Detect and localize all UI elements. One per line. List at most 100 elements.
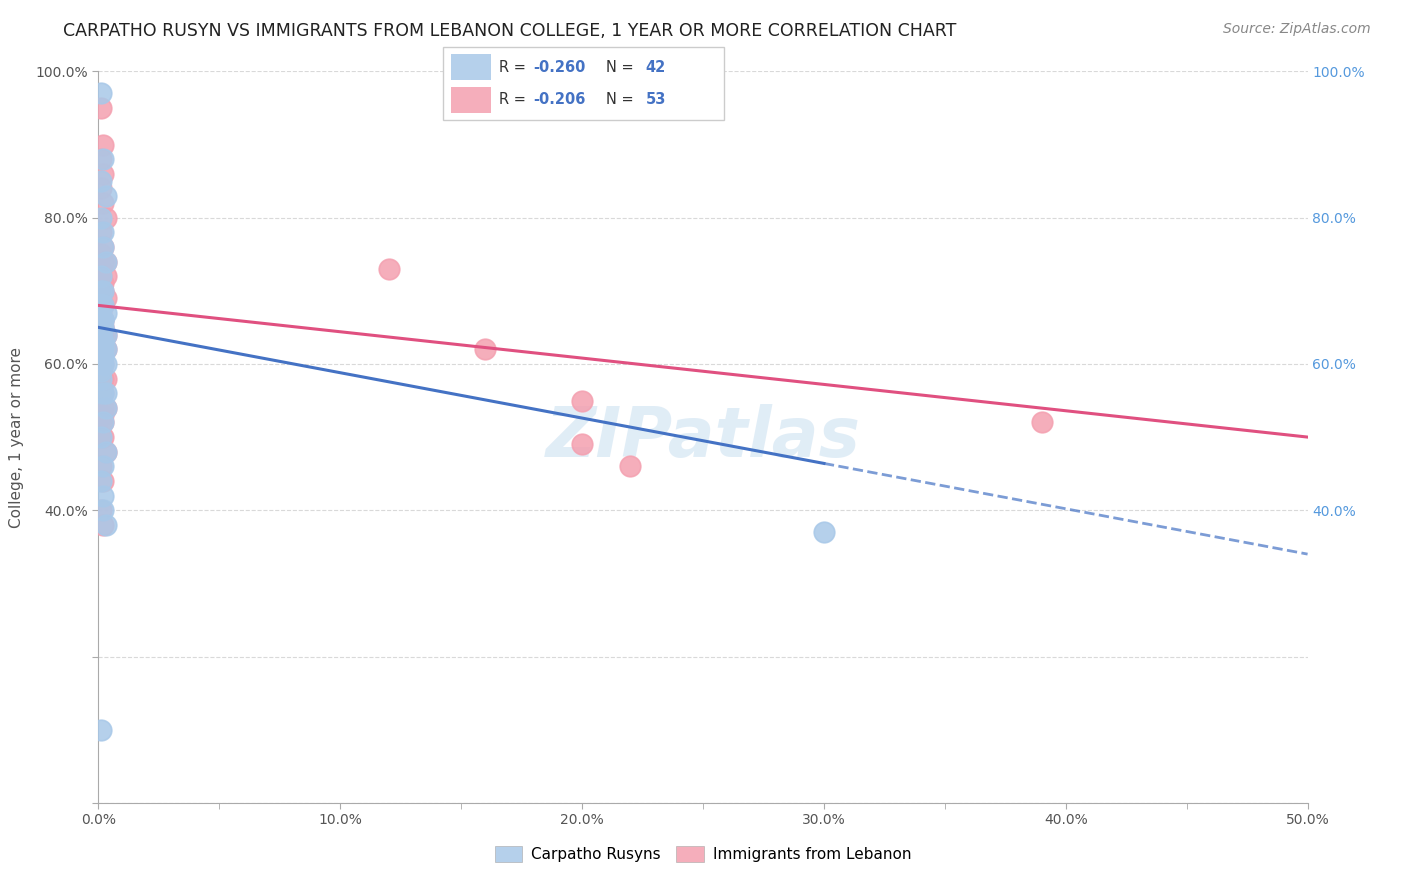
Point [90,723,112,737]
Point [91,430,114,444]
Point [91,320,114,334]
Point [94,401,117,415]
Point [90,313,112,327]
Point [90,87,112,101]
Text: Source: ZipAtlas.com: Source: ZipAtlas.com [1223,22,1371,37]
Text: R =: R = [499,60,530,75]
Point [90,364,112,378]
Point [90,211,112,225]
Point [90,247,112,261]
Point [90,101,112,115]
Point [94,357,117,371]
Point [91,225,114,239]
Point [91,489,114,503]
Point [90,416,112,430]
Point [91,277,114,291]
Point [91,284,114,298]
Point [94,327,117,342]
Point [90,298,112,312]
Point [91,313,114,327]
Point [91,401,114,415]
Point [91,371,114,385]
Point [91,327,114,342]
Point [94,254,117,268]
Point [91,408,114,422]
Point [90,269,112,284]
Point [91,298,114,312]
Point [90,284,112,298]
Point [90,174,112,188]
Point [91,240,114,254]
Point [90,343,112,357]
Point [94,444,117,458]
Bar [451,54,491,80]
Legend: Carpatho Rusyns, Immigrants from Lebanon: Carpatho Rusyns, Immigrants from Lebanon [488,840,918,868]
Point [91,386,114,401]
Point [94,343,117,357]
Point [94,211,117,225]
Point [91,313,114,327]
Point [91,152,114,166]
Point [1031,416,1053,430]
Point [91,386,114,401]
Point [90,474,112,488]
Point [474,343,496,357]
Point [90,459,112,474]
Point [91,350,114,364]
Point [94,306,117,320]
Point [571,393,593,408]
Point [91,357,114,371]
Point [90,503,112,517]
Text: 42: 42 [645,60,665,75]
Text: N =: N = [606,60,638,75]
Point [91,459,114,474]
Text: -0.206: -0.206 [533,93,585,107]
Point [94,291,117,305]
Point [91,167,114,181]
Point [94,444,117,458]
Point [90,430,112,444]
Point [90,327,112,342]
Point [571,437,593,451]
Point [90,327,112,342]
Point [619,459,641,474]
Point [90,261,112,276]
Point [90,152,112,166]
Point [90,284,112,298]
Point [94,371,117,385]
Point [90,430,112,444]
Point [91,503,114,517]
Point [91,357,114,371]
Text: CARPATHO RUSYN VS IMMIGRANTS FROM LEBANON COLLEGE, 1 YEAR OR MORE CORRELATION CH: CARPATHO RUSYN VS IMMIGRANTS FROM LEBANO… [63,22,956,40]
Point [94,269,117,284]
Text: N =: N = [606,93,638,107]
Point [90,357,112,371]
Point [90,181,112,195]
Point [91,313,114,327]
Point [94,254,117,268]
Text: -0.260: -0.260 [533,60,585,75]
Point [90,371,112,385]
Point [94,327,117,342]
Point [94,386,117,401]
Point [91,284,114,298]
Point [90,225,112,239]
Point [90,386,112,401]
Bar [451,87,491,113]
Text: R =: R = [499,93,530,107]
Point [94,343,117,357]
Point [90,343,112,357]
Point [94,401,117,415]
Point [94,188,117,202]
Text: 53: 53 [645,93,665,107]
Point [377,261,399,276]
Point [90,269,112,284]
Point [91,298,114,312]
Point [91,343,114,357]
Point [91,254,114,268]
Point [91,334,114,349]
Point [91,416,114,430]
Point [91,196,114,211]
Point [90,306,112,320]
Point [813,525,835,540]
